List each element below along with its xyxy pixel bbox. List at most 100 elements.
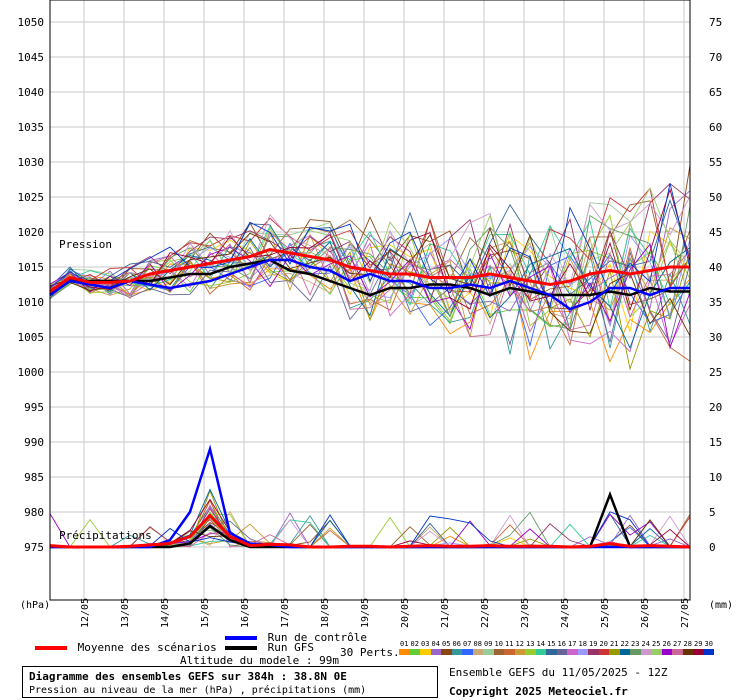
perts-label: 30 Perts. — [340, 646, 400, 659]
precip-section-label: Précipitations — [59, 529, 152, 542]
x-tick-label: 17/05 — [280, 598, 291, 628]
pert-legend-id: 06 — [452, 640, 463, 648]
x-tick-label: 21/05 — [440, 598, 451, 628]
pert-legend-id: 09 — [483, 640, 494, 648]
pert-legend-item: 01 — [399, 640, 410, 655]
pert-legend-id: 08 — [473, 640, 484, 648]
pert-legend-swatch — [473, 649, 484, 655]
pert-legend-item: 24 — [641, 640, 652, 655]
right-axis-unit: (mm) — [709, 600, 733, 611]
legend-gfs-swatch — [225, 646, 257, 650]
pert-legend-id: 24 — [641, 640, 652, 648]
right-tick-label: 25 — [709, 366, 722, 379]
pert-legend-swatch — [651, 649, 662, 655]
pert-legend-id: 02 — [410, 640, 421, 648]
pert-legend-id: 20 — [599, 640, 610, 648]
pert-legend-swatch — [599, 649, 610, 655]
legend-mean: Moyenne des scénarios — [35, 641, 217, 654]
x-tick-label: 12/05 — [80, 598, 91, 628]
pert-legend-swatch — [578, 649, 589, 655]
pert-legend-swatch — [399, 649, 410, 655]
legend-mean-label: Moyenne des scénarios — [78, 641, 217, 654]
pert-legend-swatch — [630, 649, 641, 655]
pert-legend-swatch — [641, 649, 652, 655]
pert-legend-item: 20 — [599, 640, 610, 655]
right-tick-label: 65 — [709, 86, 722, 99]
pert-legend-id: 29 — [693, 640, 704, 648]
pert-legend-item: 08 — [473, 640, 484, 655]
pert-legend-item: 06 — [452, 640, 463, 655]
pert-legend-item: 05 — [441, 640, 452, 655]
left-tick-label: 1025 — [18, 191, 45, 204]
pert-legend-item: 10 — [494, 640, 505, 655]
pert-legend-item: 17 — [567, 640, 578, 655]
pert-legend-item: 04 — [431, 640, 442, 655]
right-tick-label: 60 — [709, 121, 722, 134]
pert-legend-item: 26 — [662, 640, 673, 655]
pert-legend-item: 13 — [525, 640, 536, 655]
pert-legend-id: 05 — [441, 640, 452, 648]
pert-legend-swatch — [609, 649, 620, 655]
left-tick-label: 1040 — [18, 86, 45, 99]
pert-legend-item: 19 — [588, 640, 599, 655]
x-tick-label: 14/05 — [160, 598, 171, 628]
pert-legend-item: 03 — [420, 640, 431, 655]
pert-legend-swatch — [557, 649, 568, 655]
pert-legend-item: 25 — [651, 640, 662, 655]
left-tick-label: 1010 — [18, 296, 45, 309]
pert-legend-id: 01 — [399, 640, 410, 648]
right-tick-label: 30 — [709, 331, 722, 344]
pert-legend-swatch — [704, 649, 715, 655]
x-tick-label: 25/05 — [600, 598, 611, 628]
x-tick-label: 18/05 — [320, 598, 331, 628]
pert-legend-item: 15 — [546, 640, 557, 655]
pert-legend-swatch — [494, 649, 505, 655]
pert-legend-swatch — [683, 649, 694, 655]
pert-legend-item: 07 — [462, 640, 473, 655]
pert-legend-id: 15 — [546, 640, 557, 648]
legend-gfs-label: Run GFS — [268, 641, 314, 654]
pert-legend-id: 23 — [630, 640, 641, 648]
pert-legend-item: 18 — [578, 640, 589, 655]
right-tick-label: 70 — [709, 51, 722, 64]
pert-legend-id: 16 — [557, 640, 568, 648]
pert-legend-id: 25 — [651, 640, 662, 648]
pert-legend-swatch — [441, 649, 452, 655]
pert-legend-swatch — [515, 649, 526, 655]
right-tick-label: 35 — [709, 296, 722, 309]
right-tick-label: 15 — [709, 436, 722, 449]
pert-legend-swatch — [536, 649, 547, 655]
pert-legend-id: 14 — [536, 640, 547, 648]
right-tick-label: 5 — [709, 506, 716, 519]
perts-legend: 01 02 03 04 05 06 07 08 09 10 11 12 13 14 15 16 17 18 19 20… — [399, 640, 714, 655]
pert-legend-id: 11 — [504, 640, 515, 648]
chart-title: Diagramme des ensembles GEFS sur 384h : … — [29, 670, 347, 683]
left-tick-label: 1000 — [18, 366, 45, 379]
x-tick-label: 26/05 — [640, 598, 651, 628]
pert-legend-swatch — [588, 649, 599, 655]
left-tick-label: 985 — [24, 471, 44, 484]
x-tick-label: 20/05 — [400, 598, 411, 628]
pert-legend-id: 26 — [662, 640, 673, 648]
right-tick-label: 0 — [709, 541, 716, 554]
pert-legend-item: 02 — [410, 640, 421, 655]
legend-gfs: Run GFS — [225, 641, 314, 654]
pert-legend-item: 11 — [504, 640, 515, 655]
right-tick-label: 50 — [709, 191, 722, 204]
left-tick-label: 995 — [24, 401, 44, 414]
pert-legend-id: 30 — [704, 640, 715, 648]
pert-legend-swatch — [620, 649, 631, 655]
left-tick-label: 1035 — [18, 121, 45, 134]
pert-legend-id: 22 — [620, 640, 631, 648]
pert-legend-id: 19 — [588, 640, 599, 648]
pert-legend-id: 13 — [525, 640, 536, 648]
legend-control-swatch — [225, 636, 257, 640]
pert-legend-item: 09 — [483, 640, 494, 655]
pert-legend-id: 27 — [672, 640, 683, 648]
pert-legend-item: 29 — [693, 640, 704, 655]
pert-legend-item: 16 — [557, 640, 568, 655]
pert-legend-id: 10 — [494, 640, 505, 648]
x-tick-label: 19/05 — [360, 598, 371, 628]
pert-legend-swatch — [420, 649, 431, 655]
